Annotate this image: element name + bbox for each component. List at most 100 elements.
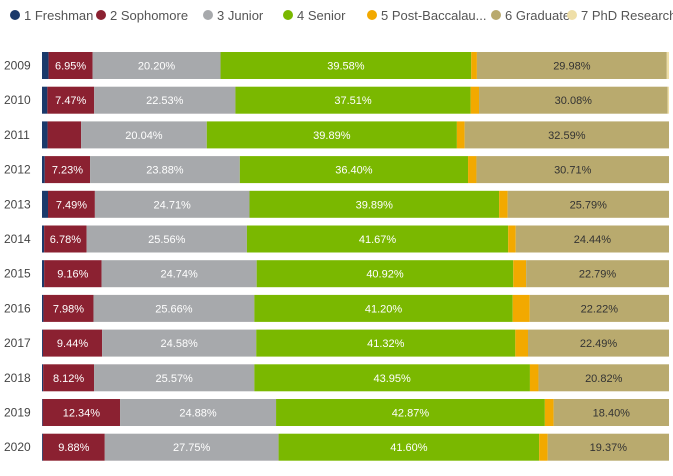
bar-2020-series-2[interactable] <box>42 433 105 461</box>
bar-2014-series-2[interactable] <box>44 225 87 253</box>
bar-2017-series-4[interactable] <box>256 329 516 357</box>
legend-item-1[interactable]: 1 Freshman <box>10 8 93 23</box>
bar-2012-series-3[interactable] <box>90 156 240 184</box>
bar-2016-series-1[interactable] <box>42 294 44 322</box>
bar-2009-series-7[interactable] <box>666 52 669 79</box>
bar-2020-series-5[interactable] <box>539 433 548 461</box>
bar-2014-series-5[interactable] <box>508 225 516 253</box>
bar-2017-series-3[interactable] <box>102 329 257 357</box>
bar-2015-series-2[interactable] <box>44 260 102 288</box>
bar-2018-series-5[interactable] <box>529 364 539 392</box>
legend-item-5[interactable]: 5 Post-Baccalau... <box>367 8 487 23</box>
data-label-2010-series-6: 30.08% <box>555 95 593 107</box>
bar-2009-series-2[interactable] <box>48 52 93 79</box>
bar-2015-series-4[interactable] <box>256 260 514 288</box>
data-label-2010-series-3: 22.53% <box>146 95 184 107</box>
bar-2020-series-1[interactable] <box>42 433 43 461</box>
bar-2012-series-6[interactable] <box>476 156 669 184</box>
bar-2009-series-3[interactable] <box>92 52 221 79</box>
bar-2014-series-6[interactable] <box>515 225 669 253</box>
legend-item-7[interactable]: 7 PhD Research <box>567 8 673 23</box>
bar-2010-series-4[interactable] <box>235 86 471 114</box>
data-label-2011-series-4: 39.89% <box>313 130 351 142</box>
legend-item-4[interactable]: 4 Senior <box>283 8 346 23</box>
bar-2009-series-6[interactable] <box>476 52 667 79</box>
data-label-2019-series-2: 12.34% <box>63 408 101 420</box>
bar-2010-series-7[interactable] <box>667 86 669 114</box>
bar-2018-series-6[interactable] <box>538 364 669 392</box>
bar-2010-series-5[interactable] <box>470 86 480 114</box>
data-label-2010-series-4: 37.51% <box>334 95 372 107</box>
bar-2017-series-1[interactable] <box>42 329 43 357</box>
bar-2014-series-1[interactable] <box>42 225 45 253</box>
legend-item-6[interactable]: 6 Graduate <box>491 8 570 23</box>
bar-2010-series-3[interactable] <box>94 86 236 114</box>
legend-swatch-7 <box>567 10 577 20</box>
bar-2013-series-4[interactable] <box>249 190 500 218</box>
bar-2018-series-3[interactable] <box>94 364 255 392</box>
bar-2016-series-4[interactable] <box>254 294 513 322</box>
bar-2009-series-1[interactable] <box>42 52 49 79</box>
bar-2010-series-1[interactable] <box>42 86 48 114</box>
bar-2010-series-6[interactable] <box>479 86 668 114</box>
bar-2019-series-4[interactable] <box>276 399 545 426</box>
bar-2016-series-2[interactable] <box>43 294 94 322</box>
bar-2013-series-2[interactable] <box>48 190 95 218</box>
legend-item-3[interactable]: 3 Junior <box>203 8 264 23</box>
data-label-2018-series-4: 43.95% <box>373 373 411 385</box>
bar-2011-series-1[interactable] <box>42 121 48 149</box>
data-label-2012-series-3: 23.88% <box>146 165 184 177</box>
legend: 1 Freshman 2 Sophomore 3 Junior 4 Senior 5 P… <box>10 8 673 23</box>
bar-2010-series-2[interactable] <box>47 86 95 114</box>
data-label-2016-series-4: 41.20% <box>365 303 403 315</box>
bar-2011-series-3[interactable] <box>81 121 207 149</box>
bar-2009-series-4[interactable] <box>220 52 472 79</box>
bar-2017-series-6[interactable] <box>527 329 669 357</box>
data-label-2020-series-4: 41.60% <box>390 442 428 454</box>
bar-2012-series-1[interactable] <box>42 156 45 184</box>
bar-2018-series-4[interactable] <box>254 364 530 392</box>
bar-2020-series-6[interactable] <box>547 433 669 461</box>
bar-2020-series-4[interactable] <box>278 433 540 461</box>
bar-2012-series-2[interactable] <box>44 156 91 184</box>
bar-2011-series-4[interactable] <box>206 121 457 149</box>
bar-2019-series-5[interactable] <box>544 399 554 426</box>
bar-2015-series-5[interactable] <box>513 260 527 288</box>
data-label-2009-series-3: 20.20% <box>138 61 176 73</box>
bar-2016-series-5[interactable] <box>512 294 530 322</box>
bar-2013-series-3[interactable] <box>94 190 250 218</box>
bar-2017-series-5[interactable] <box>515 329 528 357</box>
bar-2019-series-6[interactable] <box>553 399 669 426</box>
bar-2009-series-5[interactable] <box>471 52 477 79</box>
bar-2013-series-5[interactable] <box>499 190 508 218</box>
bar-2011-series-2[interactable] <box>47 121 82 149</box>
bar-2012-series-4[interactable] <box>239 156 469 184</box>
bar-2015-series-1[interactable] <box>42 260 45 288</box>
bar-2012-series-5[interactable] <box>468 156 477 184</box>
bar-2014-series-4[interactable] <box>246 225 509 253</box>
y-tick-label-2014: 2014 <box>4 232 31 246</box>
bar-2013-series-1[interactable] <box>42 190 49 218</box>
bar-2017-series-2[interactable] <box>42 329 103 357</box>
bar-2014-series-3[interactable] <box>86 225 247 253</box>
bar-2019-series-3[interactable] <box>120 399 277 426</box>
bar-2015-series-6[interactable] <box>526 260 669 288</box>
bar-2016-series-3[interactable] <box>93 294 255 322</box>
bar-2020-series-3[interactable] <box>104 433 279 461</box>
bar-2011-series-6[interactable] <box>464 121 669 149</box>
y-tick-label-2019: 2019 <box>4 406 31 420</box>
bar-2019-series-1[interactable] <box>42 399 43 426</box>
y-axis: 2009 2010 2011 2012 2013 2014 2015 2016 2017 2018… <box>4 59 31 455</box>
bar-2018-series-2[interactable] <box>43 364 95 392</box>
bar-2011-series-5[interactable] <box>456 121 465 149</box>
legend-swatch-3 <box>203 10 213 20</box>
legend-label-1: 1 Freshman <box>24 8 93 23</box>
legend-item-2[interactable]: 2 Sophomore <box>96 8 188 23</box>
bar-2015-series-3[interactable] <box>101 260 257 288</box>
bar-2016-series-6[interactable] <box>529 294 669 322</box>
bar-2013-series-6[interactable] <box>507 190 669 218</box>
y-tick-label-2016: 2016 <box>4 301 31 315</box>
bar-2018-series-1[interactable] <box>42 364 44 392</box>
bar-2019-series-2[interactable] <box>42 399 121 426</box>
